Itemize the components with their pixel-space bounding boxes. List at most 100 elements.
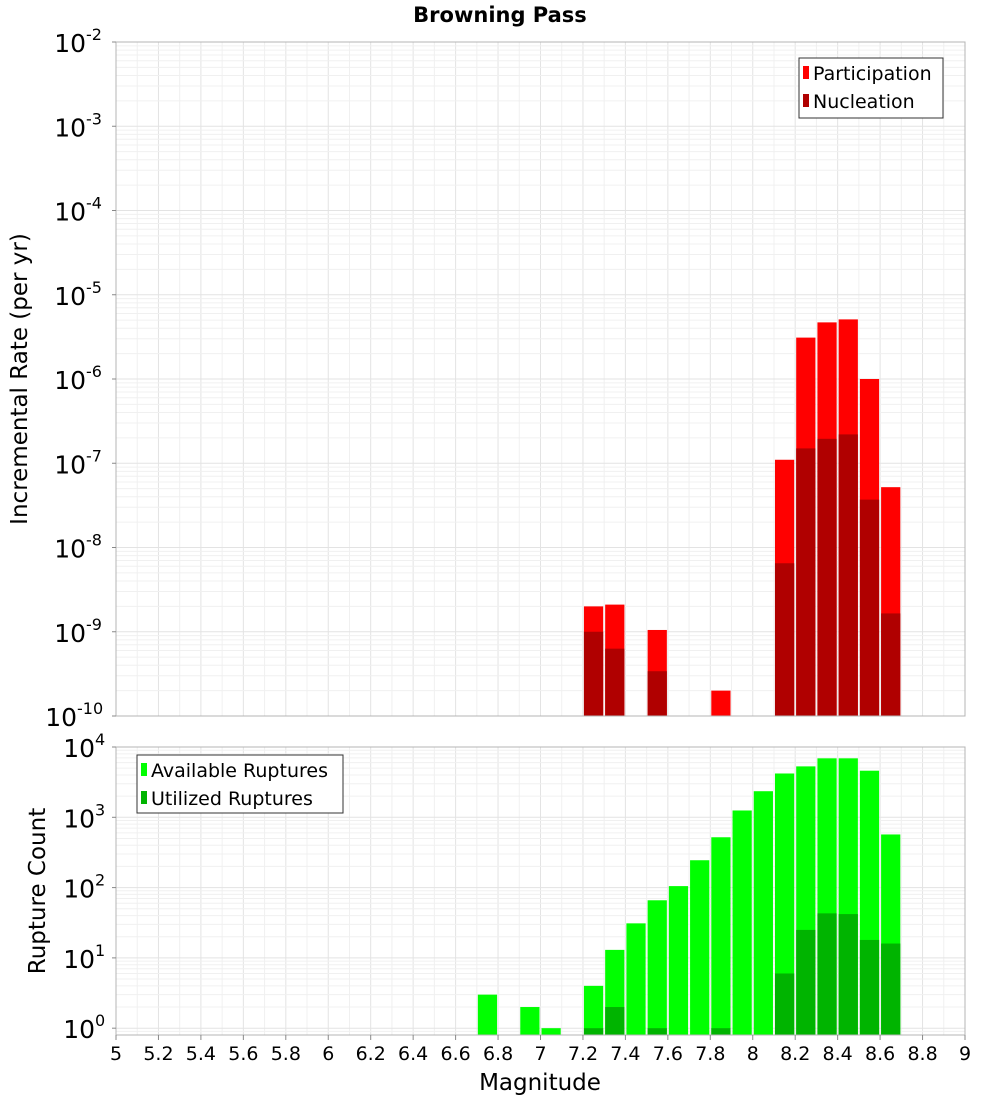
rate-y-tick-label: 10 -9 — [54, 615, 102, 648]
count-bar-primary — [477, 994, 498, 1035]
count-legend: Available Ruptures Utilized Ruptures — [136, 754, 344, 814]
count-bar-secondary — [838, 914, 858, 1035]
rate-y-tick-label: 10 -3 — [54, 109, 102, 142]
count-bar-secondary — [774, 973, 795, 1035]
rate-y-tick-base: 10 — [54, 113, 86, 142]
x-tick-label: 5.4 — [186, 1043, 216, 1065]
count-bar-primary — [647, 900, 667, 1035]
rate-y-tick-base: 10 — [45, 703, 77, 732]
rate-bar-secondary — [817, 438, 837, 716]
rate-y-tick-exp: -2 — [86, 25, 102, 44]
rate-bar-secondary — [838, 434, 858, 716]
count-y-tick-label: 10 4 — [63, 730, 105, 763]
count-bar-primary — [690, 860, 710, 1035]
rate-y-tick-exp: -3 — [86, 109, 102, 128]
x-tick-label: 5.8 — [271, 1043, 301, 1065]
rate-y-tick-label: 10 -7 — [54, 446, 102, 479]
count-y-tick-exp: 3 — [95, 800, 105, 819]
count-bar-secondary — [647, 1028, 667, 1035]
count-bar-primary — [753, 791, 773, 1035]
participation-legend-swatch — [803, 66, 809, 79]
x-axis-label: Magnitude — [479, 1070, 601, 1096]
x-tick-label: 7.8 — [695, 1043, 725, 1065]
rate-bar-secondary — [859, 499, 880, 716]
rate-y-tick-exp: -7 — [86, 446, 102, 465]
rate-y-tick-exp: -6 — [86, 362, 102, 381]
rate-bar-secondary — [774, 563, 795, 716]
x-tick-label: 6.4 — [398, 1043, 428, 1065]
rate-bar-secondary — [605, 648, 625, 716]
rate-y-tick-exp: -4 — [86, 194, 102, 213]
count-bar-secondary — [881, 943, 901, 1035]
rate-y-tick-exp: -8 — [86, 531, 102, 550]
count-bar-primary — [626, 923, 646, 1035]
rate-y-tick-exp: -9 — [86, 615, 102, 634]
rate-y-tick-base: 10 — [54, 198, 86, 227]
count-bar-primary — [583, 985, 604, 1035]
chart-title: Browning Pass — [413, 3, 587, 27]
count-bar-secondary — [605, 1007, 625, 1035]
rate-y-tick-base: 10 — [54, 535, 86, 564]
utilized-legend-label: Utilized Ruptures — [151, 788, 313, 810]
x-tick-label: 9 — [959, 1043, 971, 1065]
x-tick-label: 6 — [322, 1043, 334, 1065]
rate-y-tick-label: 10 -10 — [45, 699, 103, 732]
count-y-tick-base: 10 — [63, 734, 95, 763]
rate-bars — [583, 319, 901, 716]
count-y-tick-label: 10 2 — [63, 871, 105, 904]
utilized-legend-swatch — [141, 791, 147, 804]
nucleation-legend-label: Nucleation — [813, 91, 915, 113]
x-tick-label: 7.4 — [610, 1043, 640, 1065]
count-bar-secondary — [711, 1028, 731, 1035]
count-y-tick-exp: 2 — [95, 871, 105, 890]
x-tick-label: 8.8 — [907, 1043, 937, 1065]
rate-y-tick-base: 10 — [54, 450, 86, 479]
x-tick-label: 7.6 — [653, 1043, 683, 1065]
rate-y-tick-base: 10 — [54, 366, 86, 395]
count-y-tick-exp: 0 — [95, 1011, 105, 1030]
x-tick-label: 8.4 — [823, 1043, 853, 1065]
count-y-tick-exp: 4 — [95, 730, 105, 749]
rate-y-axis-label: Incremental Rate (per yr) — [7, 233, 33, 525]
rate-y-tick-exp: -5 — [86, 278, 102, 297]
rate-legend-box — [798, 57, 944, 119]
rate-y-tick-label: 10 -5 — [54, 278, 102, 311]
count-y-tick-base: 10 — [63, 945, 95, 974]
count-y-tick-base: 10 — [63, 875, 95, 904]
count-y-tick-base: 10 — [63, 1015, 95, 1044]
rate-y-tick-base: 10 — [54, 282, 86, 311]
rate-y-tick-label: 10 -4 — [54, 194, 102, 227]
x-tick-label: 5.2 — [143, 1043, 173, 1065]
count-legend-box — [136, 754, 344, 814]
count-bar-secondary — [796, 929, 816, 1035]
rate-bar-secondary — [881, 613, 901, 716]
count-bar-secondary — [817, 913, 837, 1035]
rate-y-tick-label: 10 -8 — [54, 531, 102, 564]
count-y-tick-exp: 1 — [95, 941, 105, 960]
rate-grid — [115, 41, 966, 717]
rate-y-tick-base: 10 — [54, 29, 86, 58]
available-legend-label: Available Ruptures — [151, 760, 328, 782]
x-tick-label: 6.8 — [483, 1043, 513, 1065]
count-y-tick-label: 10 1 — [63, 941, 105, 974]
count-bar-primary — [668, 886, 689, 1035]
rate-bar-primary — [711, 690, 731, 716]
available-legend-swatch — [141, 763, 147, 776]
count-bar-primary — [732, 810, 752, 1035]
x-tick-label: 7 — [534, 1043, 546, 1065]
rate-bar-secondary — [583, 631, 604, 716]
x-axis: 5 5.2 5.4 5.6 5.8 6 6.2 6.4 6.6 6.8 7 7.2 7.4 7.6 7.8 8… — [110, 1035, 971, 1065]
rate-bar-secondary — [796, 448, 816, 716]
count-bar-secondary — [859, 939, 880, 1035]
x-tick-label: 6.6 — [440, 1043, 470, 1065]
rate-y-tick-base: 10 — [54, 619, 86, 648]
x-tick-label: 6.2 — [356, 1043, 386, 1065]
count-bar-primary — [711, 837, 731, 1035]
rate-legend: Participation Nucleation — [798, 57, 944, 119]
x-tick-label: 8.2 — [780, 1043, 810, 1065]
